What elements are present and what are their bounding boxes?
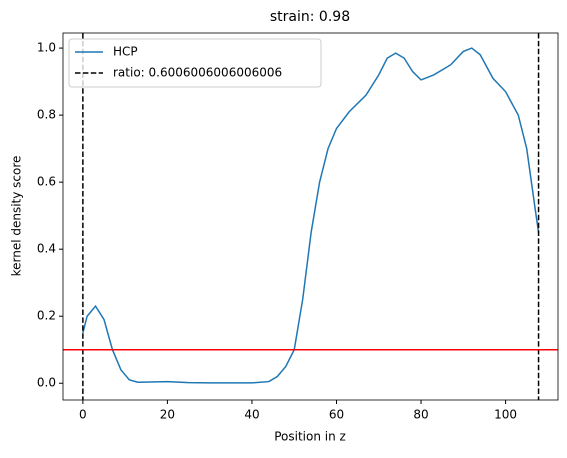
y-tick-label: 0.4 bbox=[37, 242, 56, 256]
y-tick-label: 1.0 bbox=[37, 41, 56, 55]
x-tick-label: 80 bbox=[413, 408, 428, 422]
x-axis-label: Position in z bbox=[274, 430, 346, 444]
x-tick-label: 0 bbox=[79, 408, 87, 422]
y-tick-label: 0.8 bbox=[37, 108, 56, 122]
chart-title: strain: 0.98 bbox=[270, 9, 350, 25]
y-axis-label: kernel density score bbox=[10, 156, 24, 277]
x-tick-label: 20 bbox=[160, 408, 175, 422]
legend-label: ratio: 0.6006006006006006 bbox=[113, 66, 282, 80]
y-tick-label: 0.0 bbox=[37, 376, 56, 390]
x-tick-label: 40 bbox=[244, 408, 259, 422]
y-tick-label: 0.2 bbox=[37, 309, 56, 323]
x-tick-label: 100 bbox=[494, 408, 517, 422]
x-tick-label: 60 bbox=[329, 408, 344, 422]
y-tick-label: 0.6 bbox=[37, 175, 56, 189]
axes-frame bbox=[62, 32, 559, 401]
legend-box bbox=[68, 38, 322, 88]
data-line bbox=[82, 47, 540, 384]
legend-label: HCP bbox=[113, 45, 138, 59]
plot-area bbox=[63, 33, 558, 400]
